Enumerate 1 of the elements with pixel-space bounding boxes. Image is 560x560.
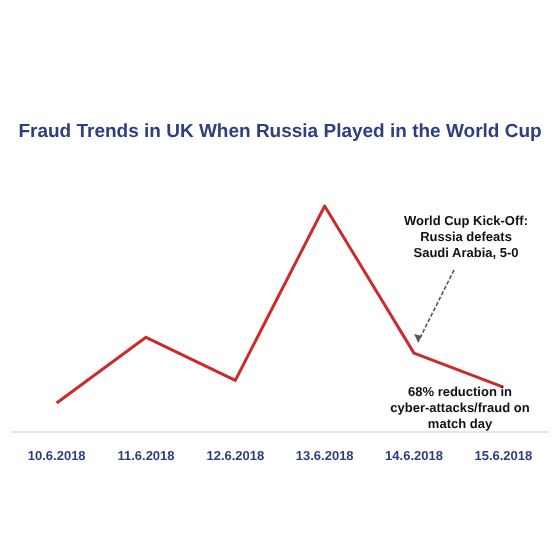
chart-title: Fraud Trends in UK When Russia Played in the World Cup xyxy=(18,120,543,143)
